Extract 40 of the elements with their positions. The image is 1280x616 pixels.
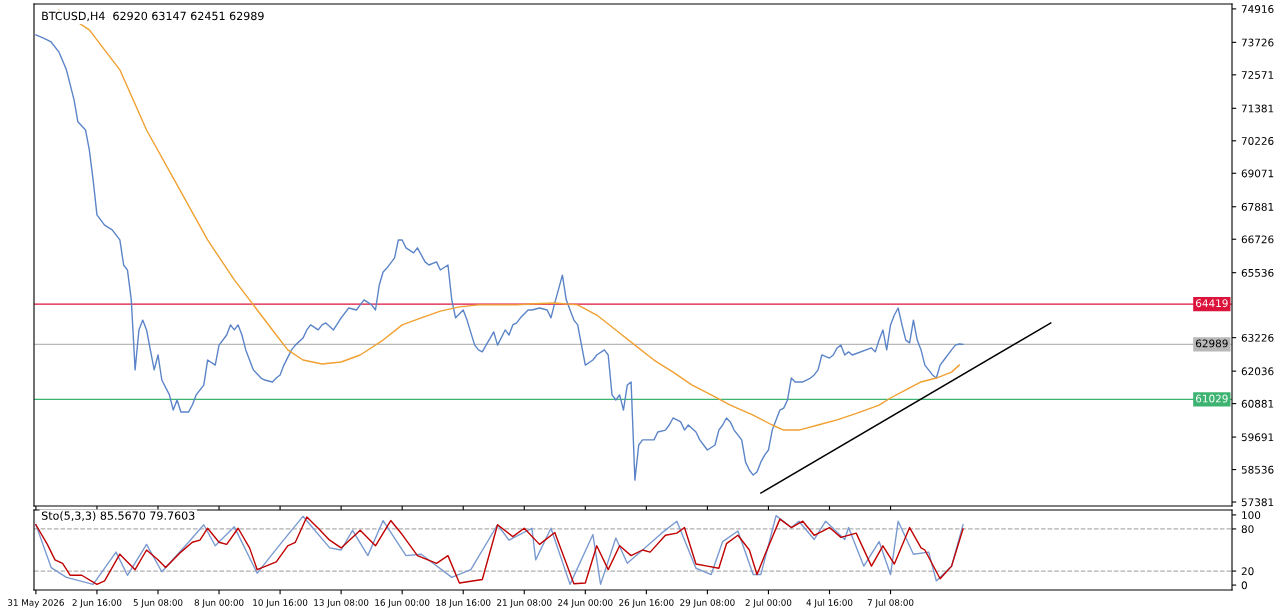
ref-line-label: 62989 — [1196, 339, 1228, 348]
x-tick-label: 2 Jun 16:00 — [72, 599, 122, 608]
y-tick-label: 0 — [1241, 581, 1247, 590]
line-series — [35, 34, 964, 481]
x-tick-label: 16 Jun 00:00 — [375, 599, 430, 608]
x-tick-label: 31 May 2026 — [8, 599, 64, 608]
x-tick-label: 8 Jun 00:00 — [194, 599, 244, 608]
y-tick-label: 100 — [1242, 511, 1261, 520]
chart-title: Sto(5,3,3) 85.5670 79.7603 — [41, 511, 195, 522]
x-tick-label: 21 Jun 08:00 — [497, 599, 552, 608]
y-tick-label: 72571 — [1241, 71, 1274, 79]
x-tick-label: 26 Jun 16:00 — [619, 599, 674, 608]
y-tick-label: 65536 — [1241, 268, 1274, 277]
y-tick-label: 20 — [1241, 567, 1254, 576]
y-tick-label: 62036 — [1241, 367, 1274, 376]
x-tick-label: 2 Jul 00:00 — [745, 599, 792, 608]
x-tick-label: 5 Jun 08:00 — [133, 599, 183, 608]
y-tick-label: 74916 — [1241, 5, 1274, 13]
ref-line-label: 61029 — [1196, 394, 1228, 403]
y-tick-label: 60881 — [1241, 399, 1274, 408]
x-tick-label: 4 Jul 16:00 — [806, 599, 853, 608]
y-tick-label: 71381 — [1241, 104, 1274, 113]
y-tick-label: 57381 — [1241, 498, 1274, 507]
y-tick-label: 58536 — [1241, 465, 1274, 474]
x-tick-label: 18 Jun 16:00 — [436, 599, 491, 608]
y-tick-label: 70226 — [1241, 137, 1274, 145]
x-tick-label: 7 Jul 08:00 — [867, 599, 914, 608]
y-tick-label: 69071 — [1241, 169, 1274, 178]
y-tick-label: 63226 — [1241, 333, 1274, 342]
ref-line-label: 64419 — [1196, 299, 1228, 308]
x-tick-label: 13 Jun 08:00 — [314, 599, 369, 608]
x-tick-label: 29 Jun 08:00 — [680, 599, 735, 608]
y-tick-label: 73726 — [1241, 38, 1274, 47]
y-tick-label: 80 — [1241, 525, 1254, 534]
x-tick-label: 24 Jun 00:00 — [558, 599, 613, 608]
x-tick-label: 10 Jun 16:00 — [253, 599, 308, 608]
y-tick-label: 66726 — [1241, 235, 1274, 244]
y-tick-label: 59691 — [1241, 433, 1274, 442]
y-tick-label: 67881 — [1241, 202, 1274, 211]
text: BTCUSD,H4 62920 63147 62451 62989 — [42, 11, 264, 22]
